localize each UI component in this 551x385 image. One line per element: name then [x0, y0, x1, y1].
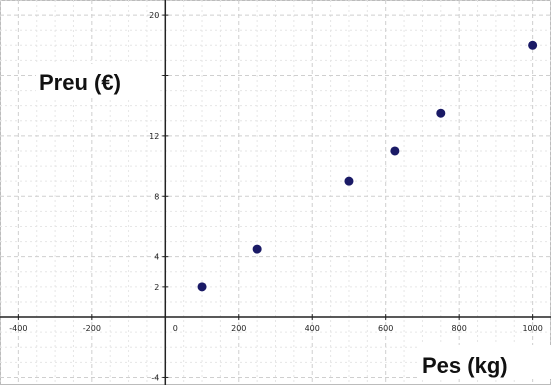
x-axis-title: Pes (kg)	[422, 353, 508, 378]
x-axis-ticks: -400 -200 0 200 400 600 800 1000	[9, 314, 543, 333]
data-point	[344, 176, 354, 186]
y-axis-title: Preu (€)	[39, 70, 121, 95]
y-tick-label: 20	[149, 11, 159, 20]
data-point	[436, 108, 446, 118]
x-tick-label: -200	[83, 324, 101, 333]
data-point	[252, 244, 262, 254]
y-axis-title-background	[36, 64, 160, 98]
x-tick-label: 800	[452, 324, 467, 333]
x-tick-label: -400	[9, 324, 27, 333]
x-tick-label: 400	[305, 324, 320, 333]
y-tick-label: 4	[154, 253, 159, 262]
data-points	[197, 40, 538, 292]
x-axis-title-background	[418, 345, 551, 379]
y-tick-label: 8	[154, 192, 159, 201]
y-tick-label: 2	[154, 283, 159, 292]
x-tick-label: 0	[173, 324, 178, 333]
x-tick-label: 1000	[522, 324, 542, 333]
x-tick-label: 600	[378, 324, 393, 333]
x-tick-label: 200	[231, 324, 246, 333]
y-tick-label: 12	[149, 132, 159, 141]
data-point	[197, 282, 207, 292]
data-point	[528, 40, 538, 50]
y-tick-label: -4	[151, 373, 159, 382]
data-point	[390, 146, 400, 156]
